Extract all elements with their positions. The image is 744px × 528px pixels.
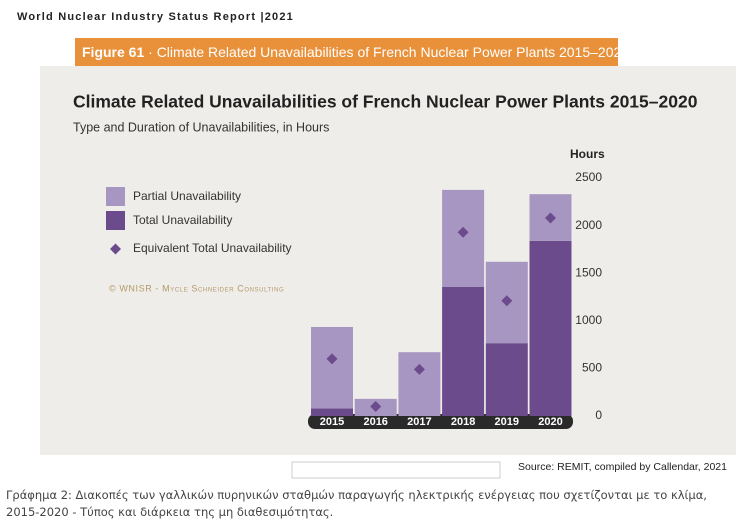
x-tick-label: 2015: [320, 416, 344, 428]
x-tick-label: 2017: [407, 416, 431, 428]
bar: [311, 408, 353, 416]
bar: [442, 189, 485, 288]
bar: [311, 326, 353, 409]
legend-label: Total Unavailability: [133, 213, 232, 227]
legend-swatch: [106, 187, 125, 206]
y-tick-label: 2000: [575, 218, 602, 232]
legend-label: Partial Unavailability: [133, 189, 241, 203]
marker: [545, 212, 556, 224]
source: Source: REMIT, compiled by Callendar, 20…: [518, 461, 727, 473]
chart-title: Climate Related Unavailabilities of Fren…: [73, 92, 698, 112]
copyright: © WNISR - Mycle Schneider Consulting: [109, 283, 284, 293]
legend-swatch: [106, 211, 125, 230]
x-axis-strip: [308, 414, 573, 429]
chart-subtitle: Type and Duration of Unavailabilities, i…: [73, 120, 329, 134]
legend-label: Equivalent Total Unavailability: [133, 241, 292, 255]
figure-title: · Climate Related Unavailabilities of Fr…: [148, 44, 629, 60]
box: [291, 461, 501, 479]
marker: [413, 363, 425, 375]
bar: [398, 352, 441, 416]
marker: [457, 226, 469, 238]
marker: [501, 295, 513, 307]
y-tick-label: 1000: [575, 313, 602, 327]
y-tick-label: 2500: [575, 170, 602, 184]
bar: [529, 240, 572, 416]
x-tick-label: 2018: [451, 416, 475, 428]
x-tick-label: 2016: [363, 416, 387, 428]
figure-label: Figure 61: [82, 44, 144, 60]
caption: Γράφημα 2: Διακοπές των γαλλικών πυρηνικ…: [6, 488, 707, 519]
legend-marker: [110, 243, 121, 255]
x-tick-label: 2019: [495, 416, 519, 428]
marker: [370, 400, 382, 412]
y-tick-label: 1500: [575, 265, 602, 279]
y-tick-label: 0: [595, 408, 602, 422]
x-tick-label: 2020: [538, 416, 562, 428]
figure-heading: Figure 61 · Climate Related Unavailabili…: [82, 44, 629, 60]
header: World Nuclear Industry Status Report |20…: [17, 11, 294, 23]
marker: [326, 353, 338, 365]
bar: [442, 287, 485, 416]
panel: [40, 66, 736, 455]
y-tick-label: 500: [582, 361, 602, 375]
chart: World Nuclear Industry Status Report |20…: [17, 11, 736, 479]
figure-banner: [75, 38, 618, 66]
y-axis-label: Hours: [570, 147, 605, 161]
bar: [485, 343, 528, 416]
